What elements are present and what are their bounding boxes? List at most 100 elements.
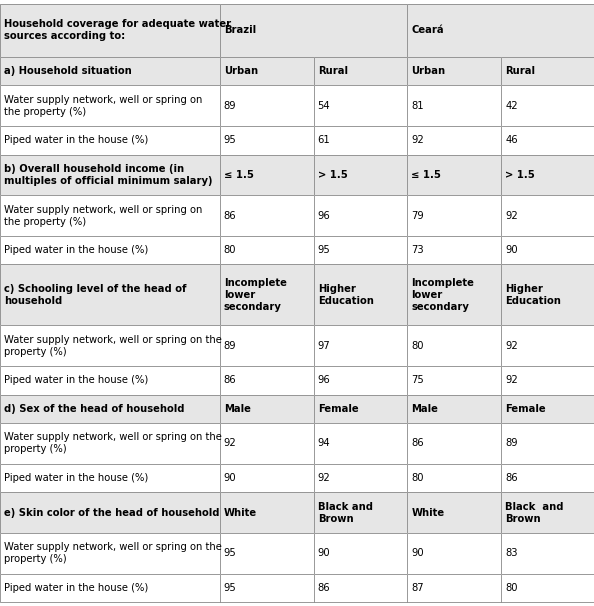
Bar	[314, 366, 407, 395]
Bar	[314, 236, 407, 264]
Text: Brazil: Brazil	[224, 25, 256, 35]
Bar	[220, 464, 314, 492]
Text: Piped water in the house (%): Piped water in the house (%)	[4, 375, 148, 385]
Text: c) Schooling level of the head of
household: c) Schooling level of the head of househ…	[4, 284, 187, 306]
Bar	[314, 395, 407, 423]
Bar	[220, 126, 314, 155]
Text: 92: 92	[318, 473, 330, 483]
Bar	[501, 395, 594, 423]
Bar	[0, 126, 220, 155]
Text: 75: 75	[412, 375, 424, 385]
Bar	[314, 573, 407, 602]
Bar	[407, 533, 501, 573]
Bar	[407, 573, 501, 602]
Text: 97: 97	[318, 341, 330, 351]
Bar	[314, 155, 407, 195]
Text: Piped water in the house (%): Piped water in the house (%)	[4, 583, 148, 593]
Bar	[220, 85, 314, 126]
Bar	[501, 325, 594, 366]
Bar	[0, 155, 220, 195]
Bar	[501, 85, 594, 126]
Bar	[314, 126, 407, 155]
Bar	[501, 195, 594, 236]
Bar	[220, 492, 314, 533]
Text: 86: 86	[412, 438, 424, 448]
Bar	[407, 325, 501, 366]
Bar	[0, 155, 220, 195]
Text: 95: 95	[318, 245, 330, 255]
Bar	[407, 264, 501, 325]
Text: Higher
Education: Higher Education	[505, 284, 561, 306]
Bar	[220, 464, 314, 492]
Text: 89: 89	[224, 101, 236, 111]
Bar	[0, 423, 220, 464]
Bar	[0, 126, 220, 155]
Text: Water supply network, well or spring on
the property (%): Water supply network, well or spring on …	[4, 95, 203, 117]
Bar	[407, 195, 501, 236]
Bar	[0, 236, 220, 264]
Text: 79: 79	[412, 210, 424, 221]
Bar	[220, 236, 314, 264]
Text: 86: 86	[505, 473, 518, 483]
Bar	[314, 395, 407, 423]
Bar	[501, 573, 594, 602]
Text: 80: 80	[505, 583, 518, 593]
Bar	[314, 126, 407, 155]
Bar	[501, 155, 594, 195]
Bar	[314, 236, 407, 264]
Text: 86: 86	[224, 375, 236, 385]
Bar	[220, 325, 314, 366]
Bar	[220, 195, 314, 236]
Text: Water supply network, well or spring on
the property (%): Water supply network, well or spring on …	[4, 205, 203, 227]
Bar	[407, 573, 501, 602]
Bar	[220, 366, 314, 395]
Text: 87: 87	[412, 583, 424, 593]
Bar	[314, 325, 407, 366]
Text: Water supply network, well or spring on the
property (%): Water supply network, well or spring on …	[4, 432, 222, 454]
Bar	[314, 492, 407, 533]
Bar	[0, 325, 220, 366]
Text: 86: 86	[224, 210, 236, 221]
Bar	[501, 57, 594, 85]
Bar	[314, 264, 407, 325]
Bar	[220, 155, 314, 195]
Bar	[0, 573, 220, 602]
Bar	[501, 395, 594, 423]
Bar	[407, 126, 501, 155]
Bar	[220, 573, 314, 602]
Bar	[501, 126, 594, 155]
Text: b) Overall household income (in
multiples of official minimum salary): b) Overall household income (in multiple…	[4, 164, 213, 186]
Bar	[501, 533, 594, 573]
Bar	[220, 57, 314, 85]
Bar	[407, 366, 501, 395]
Bar	[220, 395, 314, 423]
Text: ≤ 1.5: ≤ 1.5	[224, 170, 254, 180]
Bar	[220, 126, 314, 155]
Text: 80: 80	[412, 473, 424, 483]
Bar	[407, 366, 501, 395]
Text: 92: 92	[505, 375, 518, 385]
Text: Incomplete
lower
secondary: Incomplete lower secondary	[224, 278, 287, 312]
Bar	[220, 57, 314, 85]
Bar	[220, 264, 314, 325]
Bar	[0, 464, 220, 492]
Text: Ceará: Ceará	[412, 25, 444, 35]
Bar	[0, 573, 220, 602]
Bar	[0, 57, 220, 85]
Bar	[314, 57, 407, 85]
Bar	[0, 195, 220, 236]
Text: ≤ 1.5: ≤ 1.5	[412, 170, 441, 180]
Bar	[407, 85, 501, 126]
Bar	[407, 423, 501, 464]
Text: 80: 80	[224, 245, 236, 255]
Text: 92: 92	[224, 438, 236, 448]
Bar	[407, 492, 501, 533]
Text: 95: 95	[224, 548, 236, 558]
Text: 73: 73	[412, 245, 424, 255]
Bar	[220, 395, 314, 423]
Text: Female: Female	[318, 404, 358, 414]
Bar	[0, 533, 220, 573]
Bar	[501, 492, 594, 533]
Bar	[407, 57, 501, 85]
Bar	[501, 573, 594, 602]
